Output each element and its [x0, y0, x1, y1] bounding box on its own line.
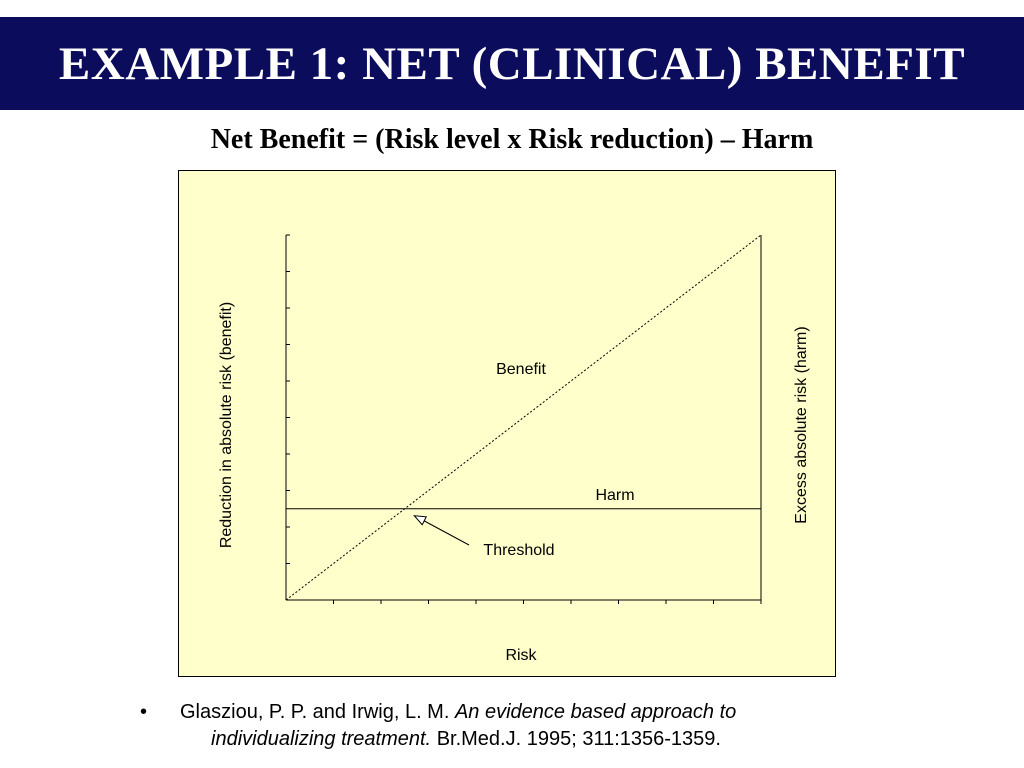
chart-panel: Benefit Harm Threshold Risk Reduction in…	[178, 170, 836, 677]
citation-line-1: Glasziou, P. P. and Irwig, L. M. An evid…	[180, 699, 736, 726]
citation-authors: Glasziou, P. P. and Irwig, L. M.	[180, 701, 450, 723]
y-axis-label: Reduction in absolute risk (benefit)	[218, 302, 235, 548]
citation-line-2: individualizing treatment. Br.Med.J. 199…	[211, 726, 721, 753]
chart: Benefit Harm Threshold Risk Reduction in…	[218, 234, 810, 664]
threshold-arrow-line	[420, 518, 470, 546]
citation-title-1: An evidence based approach to	[454, 701, 737, 723]
threshold-arrow	[413, 515, 470, 546]
title-bar: EXAMPLE 1: NET (CLINICAL) BENEFIT	[0, 17, 1024, 110]
x-axis-label: Risk	[505, 647, 537, 664]
benefit-label: Benefit	[496, 361, 546, 378]
ticks	[286, 234, 762, 604]
y2-axis-label: Excess absolute risk (harm)	[793, 326, 810, 523]
slide-title: EXAMPLE 1: NET (CLINICAL) BENEFIT	[58, 37, 966, 90]
slide-subtitle: Net Benefit = (Risk level x Risk reducti…	[210, 124, 814, 155]
threshold-label: Threshold	[483, 542, 554, 559]
series	[285, 234, 762, 601]
threshold-arrow-head	[413, 515, 428, 526]
harm-label: Harm	[595, 487, 634, 504]
citation-title-2: individualizing treatment.	[211, 728, 432, 750]
citation-journal: Br.Med.J. 1995; 311:1356-1359.	[436, 728, 721, 750]
bullet: •	[140, 701, 148, 723]
